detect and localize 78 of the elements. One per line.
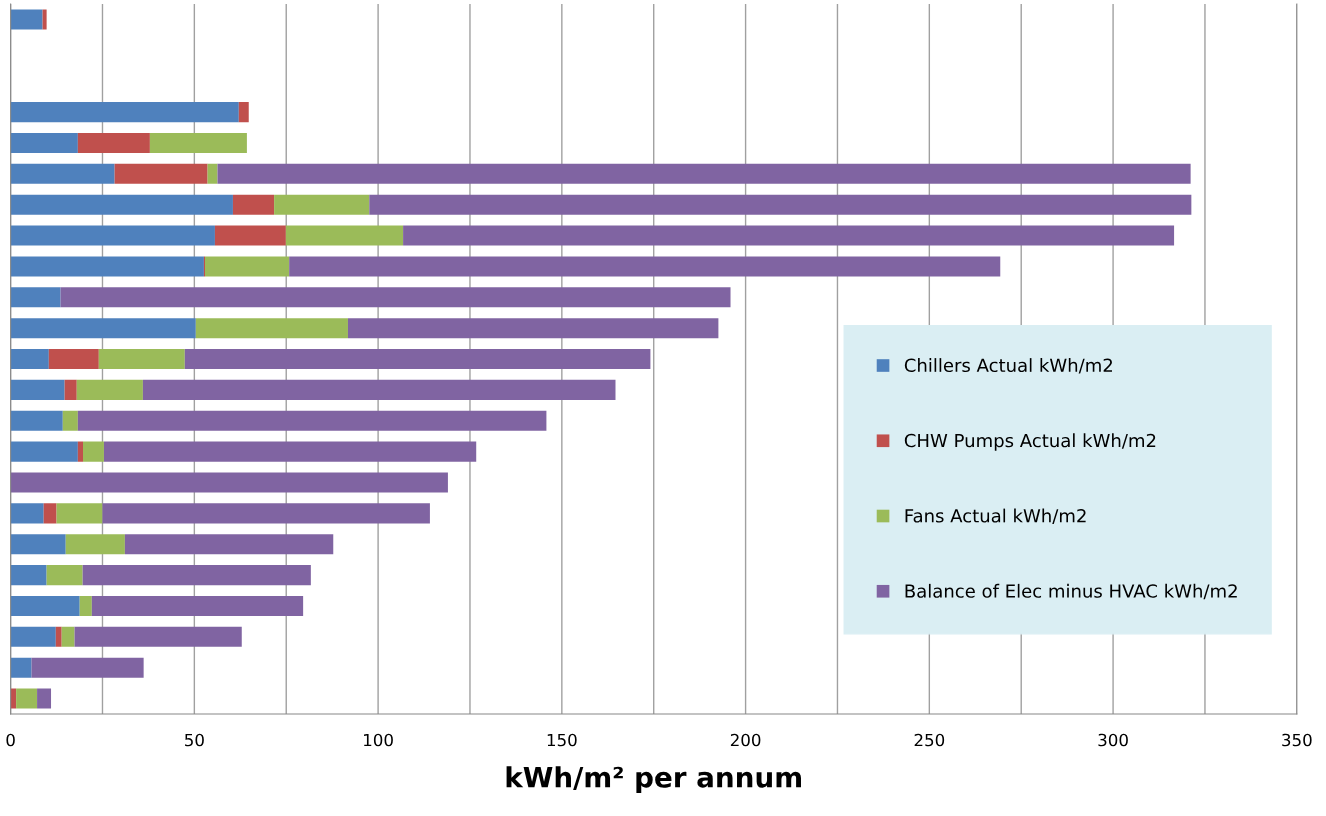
- legend-label: Balance of Elec minus HVAC kWh/m2: [905, 583, 1237, 600]
- x-tick-label: 200: [730, 733, 761, 747]
- bar: [149, 132, 247, 154]
- bar: [77, 441, 83, 462]
- bar: [195, 318, 348, 339]
- bar: [10, 441, 78, 462]
- bar: [207, 163, 218, 184]
- bar: [10, 503, 44, 524]
- bar: [16, 688, 38, 709]
- legend-label: Chillers Actual kWh/m2: [904, 358, 1112, 374]
- bar: [205, 256, 290, 277]
- bar: [184, 349, 651, 370]
- bar: [48, 349, 99, 370]
- x-tick-label: 300: [1098, 733, 1128, 747]
- bar: [46, 565, 83, 586]
- x-tick-label: 100: [364, 733, 393, 747]
- bar: [10, 256, 204, 277]
- bar: [10, 194, 233, 215]
- bar: [65, 534, 125, 555]
- bar: [10, 626, 56, 647]
- bar: [74, 626, 242, 647]
- bar: [98, 349, 185, 370]
- bar: [10, 225, 215, 246]
- bar: [347, 318, 719, 339]
- bar: [60, 287, 731, 308]
- bar: [83, 441, 104, 462]
- bar: [10, 9, 43, 30]
- bar: [10, 534, 66, 555]
- bar: [10, 349, 49, 370]
- bar: [62, 410, 78, 431]
- bar: [10, 102, 239, 123]
- x-tick-label: 50: [185, 733, 204, 747]
- bar: [238, 102, 249, 123]
- bar: [77, 132, 150, 154]
- bar: [10, 472, 448, 493]
- bar: [10, 379, 65, 400]
- legend-label: Fans Actual kWh/m2: [905, 508, 1086, 525]
- bar: [10, 163, 115, 184]
- bar: [56, 503, 103, 524]
- bar: [43, 503, 57, 524]
- bar: [79, 595, 92, 616]
- bar: [64, 379, 77, 400]
- bar: [10, 565, 47, 586]
- x-tick-label: 150: [547, 733, 577, 747]
- bar: [42, 9, 47, 30]
- bar: [289, 256, 1001, 277]
- bar: [10, 410, 63, 431]
- bar: [55, 626, 62, 647]
- bar: [10, 595, 80, 616]
- bar: [10, 287, 61, 308]
- bar: [76, 379, 143, 400]
- bar: [102, 503, 430, 524]
- bar: [217, 163, 1191, 184]
- bar: [10, 318, 196, 339]
- x-tick-label: 250: [914, 733, 945, 747]
- bar: [403, 225, 1175, 246]
- bar: [142, 379, 616, 400]
- bar: [82, 565, 311, 586]
- legend-label: CHW Pumps Actual kWh/m2: [904, 433, 1156, 451]
- bar: [10, 132, 78, 154]
- bar: [37, 688, 52, 709]
- bar: [31, 657, 144, 678]
- bar: [10, 688, 17, 709]
- bar: [274, 194, 370, 215]
- bar: [214, 225, 286, 246]
- x-axis-title: kWh/m² per annum: [506, 766, 801, 794]
- x-tick-label: 350: [1282, 733, 1312, 747]
- bar: [77, 410, 547, 431]
- bar: [369, 194, 1192, 215]
- bar: [124, 534, 334, 555]
- bar: [103, 441, 477, 462]
- bar: [10, 657, 32, 678]
- bar: [61, 626, 75, 647]
- bar: [285, 225, 404, 246]
- bar: [114, 163, 208, 184]
- bar: [91, 595, 304, 616]
- x-tick-label: 0: [6, 733, 15, 747]
- bar: [232, 194, 275, 215]
